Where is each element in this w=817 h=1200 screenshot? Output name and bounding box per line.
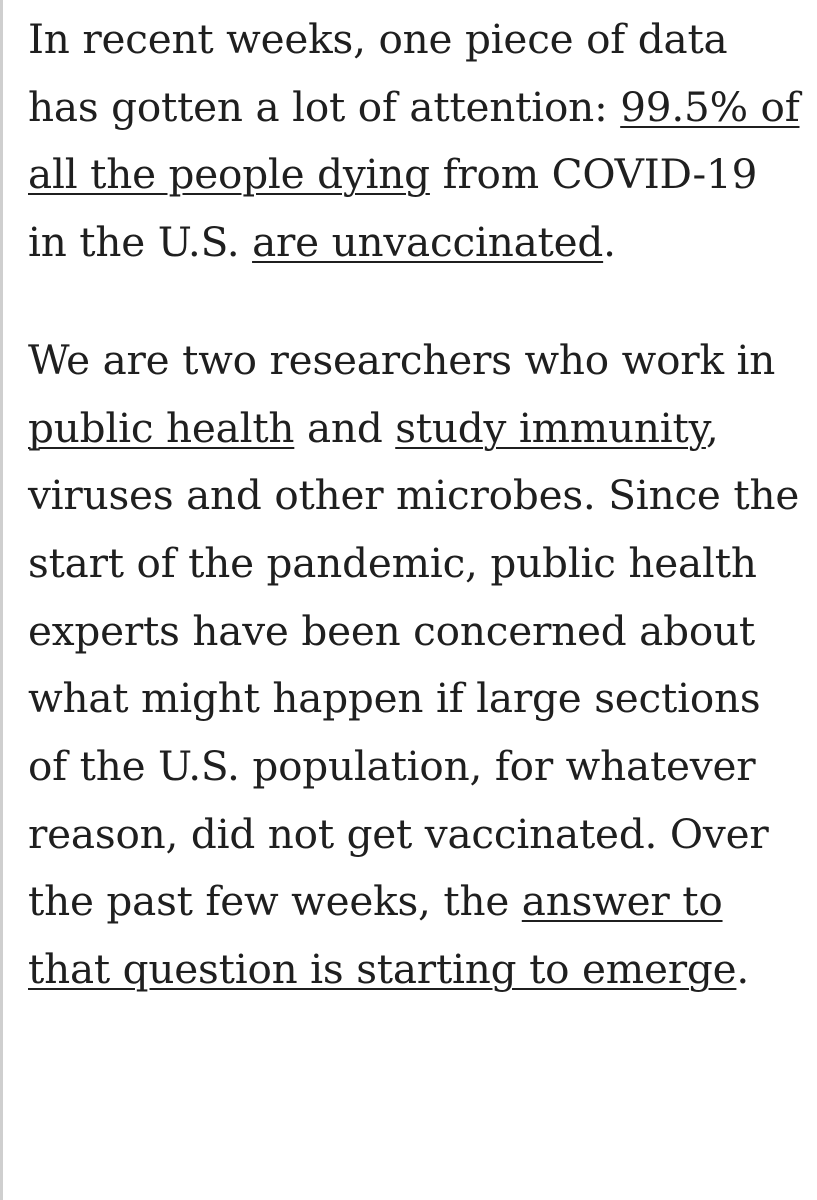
paragraph-2-text-2: and: [294, 403, 396, 452]
link-99-5-percent-dying[interactable]: 99.5% of all the people dying: [28, 82, 800, 199]
left-border-rule: [0, 0, 3, 1200]
article-body: In recent weeks, one piece of data has g…: [28, 6, 803, 1004]
paragraph-2-text-3: , viruses and other microbes. Since the …: [28, 403, 800, 926]
paragraph-1-text-1: In recent weeks, one piece of data has g…: [28, 15, 728, 131]
paragraph-2-text-1: We are two researchers who work in: [28, 335, 776, 384]
paragraph-2: We are two researchers who work in publi…: [28, 327, 803, 1004]
paragraph-1-text-3: .: [603, 218, 616, 267]
paragraph-1-text-2: from COVID-19 in the U.S.: [28, 150, 758, 267]
paragraph-2-text-4: .: [736, 945, 750, 994]
paragraph-1: In recent weeks, one piece of data has g…: [28, 6, 803, 277]
link-are-unvaccinated[interactable]: are unvaccinated: [252, 218, 604, 267]
link-study-immunity[interactable]: study immunity: [395, 403, 706, 452]
link-public-health[interactable]: public health: [28, 403, 295, 452]
link-answer-to-that-question[interactable]: answer to that question is starting to e…: [28, 877, 737, 994]
